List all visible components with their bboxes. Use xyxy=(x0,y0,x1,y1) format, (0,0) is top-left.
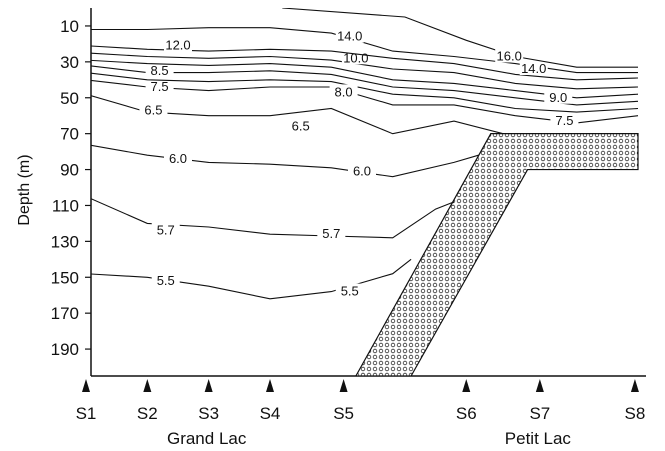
isotherm-10.0 xyxy=(91,52,639,90)
contour-label-bg xyxy=(544,89,573,104)
contour-label: 5.5 xyxy=(157,273,175,288)
isotherm-5.7 xyxy=(91,198,455,239)
y-tick-label: 70 xyxy=(60,125,79,144)
station-label-s6: S6 xyxy=(456,404,477,423)
contour-label-bg xyxy=(145,62,174,77)
contour-label: 6.0 xyxy=(169,151,187,166)
contour-label: 7.5 xyxy=(555,113,573,128)
contour-label: 10.0 xyxy=(343,50,368,65)
station-label-s5: S5 xyxy=(333,404,354,423)
contour-label-bg xyxy=(341,50,370,65)
y-axis-title: Depth (m) xyxy=(16,154,33,225)
bottom-profile xyxy=(355,133,639,376)
y-tick-label: 150 xyxy=(51,268,79,287)
station-marker-s8 xyxy=(630,379,639,392)
y-axis: 10 30 50 70 90 110 130 150 170 190 xyxy=(51,17,91,359)
station-label-s7: S7 xyxy=(529,404,550,423)
contour-label: 5.5 xyxy=(341,284,359,299)
station-marker-s5 xyxy=(339,379,348,392)
contour-label-bg xyxy=(164,37,192,52)
station-marker-s6 xyxy=(462,379,471,392)
contour-label: 6.5 xyxy=(144,102,162,117)
station-marker-s2 xyxy=(143,379,152,392)
contour-label-bg xyxy=(151,222,180,237)
isotherm-8.0 xyxy=(91,72,639,113)
contour-label: 5.7 xyxy=(157,223,175,238)
contour-label-bg xyxy=(286,118,315,133)
y-tick-label: 130 xyxy=(51,232,79,251)
contour-label-bg xyxy=(519,61,548,76)
lake-bottom xyxy=(355,133,639,376)
contour-label-bg xyxy=(139,102,168,117)
contour-label-bg xyxy=(164,150,192,165)
basin-label: Grand Lac xyxy=(167,429,247,448)
y-tick-label: 10 xyxy=(60,17,79,36)
contour-label: 16.0 xyxy=(497,48,522,63)
contour-label: 9.0 xyxy=(549,90,567,105)
y-tick-label: 110 xyxy=(52,196,79,215)
contour-label-bg xyxy=(348,163,376,178)
isotherm-7.5 xyxy=(91,79,639,124)
station-marker-s4 xyxy=(266,379,274,392)
station-label-s1: S1 xyxy=(76,404,97,423)
contour-label: 7.5 xyxy=(151,79,169,94)
contour-label: 6.5 xyxy=(292,118,310,133)
station-marker-s7 xyxy=(535,379,544,392)
contour-label-bg xyxy=(317,226,346,241)
isotherm-5.5 xyxy=(91,258,412,300)
station-markers: S1 S2 S3 S4 S5 S6 S7 S8 xyxy=(76,379,646,423)
basin-labels: Grand Lac Petit Lac xyxy=(167,429,571,448)
station-label-s3: S3 xyxy=(198,404,219,423)
contour-label: 14.0 xyxy=(521,61,546,76)
y-tick-label: 90 xyxy=(60,161,79,180)
isotherm-6.0 xyxy=(91,144,479,178)
contour-label-bg xyxy=(145,78,174,93)
y-tick-label: 190 xyxy=(51,340,79,359)
contour-label: 6.0 xyxy=(353,163,371,178)
station-marker-s1 xyxy=(82,379,90,392)
contour-label-bg xyxy=(151,272,180,287)
contour-label-bg xyxy=(550,113,579,128)
station-label-s2: S2 xyxy=(137,404,158,423)
y-tick-label: 30 xyxy=(60,53,79,72)
contour-label: 14.0 xyxy=(337,29,362,44)
contour-label: 5.7 xyxy=(322,226,340,241)
contour-label: 12.0 xyxy=(165,38,190,53)
contour-label: 8.5 xyxy=(151,63,169,78)
y-tick-label: 50 xyxy=(60,89,79,108)
station-marker-s3 xyxy=(204,379,213,392)
isotherm-lines: 5.55.55.7 5.76.06.06.56.57.57.58.08.59.01… xyxy=(91,8,639,300)
contour-label: 8.0 xyxy=(335,84,353,99)
isotherm-16.0 xyxy=(282,8,638,68)
station-label-s4: S4 xyxy=(260,404,281,423)
basin-label: Petit Lac xyxy=(505,429,572,448)
contour-label-bg xyxy=(335,28,364,43)
contour-label-bg xyxy=(329,84,358,99)
y-tick-label: 170 xyxy=(51,304,79,323)
station-label-s8: S8 xyxy=(625,404,646,423)
contour-label-bg xyxy=(495,48,524,63)
contour-label-bg xyxy=(335,283,364,298)
